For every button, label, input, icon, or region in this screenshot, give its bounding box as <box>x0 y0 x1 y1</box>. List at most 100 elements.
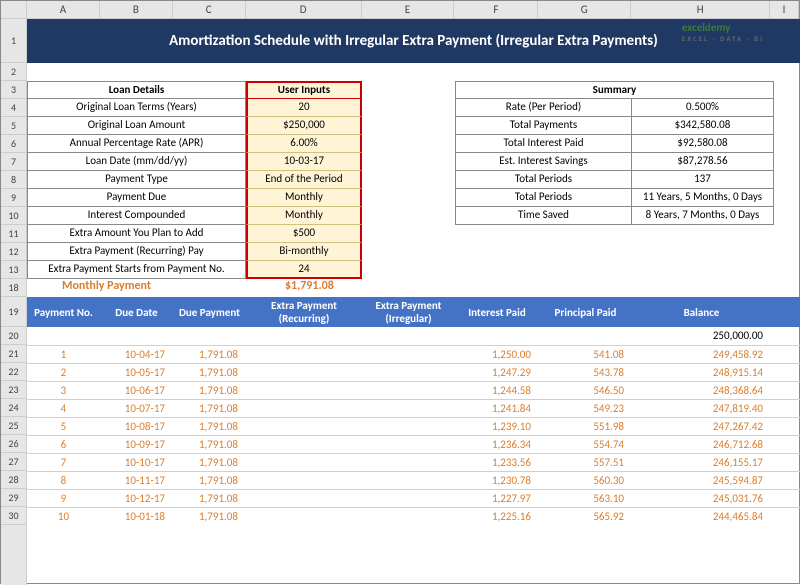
col-header-I[interactable]: I <box>770 1 799 18</box>
table-row: 410-07-171,791.081,241.84549.23247,819.4… <box>27 399 800 417</box>
loan-detail-input[interactable]: Monthly <box>246 189 362 207</box>
summary-value: 11 Years, 5 Months, 0 Days <box>632 189 774 207</box>
row-header-2[interactable]: 2 <box>1 63 26 81</box>
row-header-8[interactable]: 8 <box>1 171 26 189</box>
col-header-C[interactable]: C <box>173 1 246 18</box>
loan-detail-input[interactable]: 10-03-17 <box>246 153 362 171</box>
cell-interest: 1,244.58 <box>455 382 539 399</box>
loan-detail-input[interactable]: 20 <box>246 99 362 117</box>
cell-interest: 1,250.00 <box>455 346 539 363</box>
th-extra-recurring: Extra Payment (Recurring) <box>246 297 362 327</box>
cell-payment-no: 5 <box>27 418 100 435</box>
loan-detail-row: Payment TypeEnd of the Period <box>27 171 362 189</box>
row-header-28[interactable]: 28 <box>1 471 26 489</box>
row-header-27[interactable]: 27 <box>1 453 26 471</box>
row-header-18[interactable]: 18 <box>1 279 26 297</box>
loan-detail-input[interactable]: Bi-monthly <box>246 243 362 261</box>
row-header-26[interactable]: 26 <box>1 435 26 453</box>
cell-payment-no: 3 <box>27 382 100 399</box>
row-header-5[interactable]: 5 <box>1 117 26 135</box>
loan-detail-label: Original Loan Terms (Years) <box>27 99 246 117</box>
row-header-13[interactable]: 13 <box>1 261 26 279</box>
cell-due-date: 10-07-17 <box>100 400 173 417</box>
row-header-11[interactable]: 11 <box>1 225 26 243</box>
col-header-A[interactable]: A <box>27 1 100 18</box>
cell-interest: 1,230.78 <box>455 472 539 489</box>
row-header-1[interactable]: 1 <box>1 19 26 63</box>
summary-header: Summary <box>455 81 774 99</box>
row-header-19[interactable]: 19 <box>1 297 26 327</box>
row-header-21[interactable]: 21 <box>1 345 26 363</box>
row-header-25[interactable]: 25 <box>1 417 26 435</box>
cell-due-date: 10-04-17 <box>100 346 173 363</box>
select-all-corner[interactable] <box>1 1 27 18</box>
row-header-7[interactable]: 7 <box>1 153 26 171</box>
loan-detail-label: Extra Payment Starts from Payment No. <box>27 261 246 279</box>
cell-payment-no: 8 <box>27 472 100 489</box>
loan-detail-input[interactable]: Monthly <box>246 207 362 225</box>
row-header-20[interactable]: 20 <box>1 327 26 345</box>
row-header-10[interactable]: 10 <box>1 207 26 225</box>
loan-detail-input[interactable]: $500 <box>246 225 362 243</box>
row-header-22[interactable]: 22 <box>1 363 26 381</box>
user-inputs-header: User Inputs <box>246 81 362 99</box>
col-header-G[interactable]: G <box>538 1 631 18</box>
cell-due-date: 10-01-18 <box>100 508 173 525</box>
col-header-F[interactable]: F <box>454 1 538 18</box>
row-header-23[interactable]: 23 <box>1 381 26 399</box>
row-header-30[interactable]: 30 <box>1 507 26 525</box>
row-headers: 1234567891011121318192021222324252627282… <box>1 19 27 585</box>
summary-label: Total Payments <box>455 117 632 135</box>
summary-value: 0.500% <box>632 99 774 117</box>
amortization-table-body: 250,000.00110-04-171,791.081,250.00541.0… <box>27 327 800 525</box>
cell-due-date: 10-11-17 <box>100 472 173 489</box>
loan-detail-input[interactable]: End of the Period <box>246 171 362 189</box>
cell-due-payment: 1,791.08 <box>173 364 246 381</box>
cell-interest: 1,247.29 <box>455 364 539 381</box>
row-header-24[interactable]: 24 <box>1 399 26 417</box>
summary-label: Total Periods <box>455 189 632 207</box>
col-header-D[interactable]: D <box>246 1 362 18</box>
spreadsheet: A B C D E F G H I 1234567891011121318192… <box>0 0 800 584</box>
loan-detail-input[interactable]: 6.00% <box>246 135 362 153</box>
cell-extra-recurring <box>246 472 362 489</box>
col-header-H[interactable]: H <box>631 1 770 18</box>
cells-area[interactable]: Amortization Schedule with Irregular Ext… <box>27 19 799 585</box>
row-header-3[interactable]: 3 <box>1 81 26 99</box>
summary-row: Time Saved8 Years, 7 Months, 0 Days <box>455 207 774 225</box>
cell-balance: 249,458.92 <box>632 346 771 363</box>
monthly-payment-value: $1,791.08 <box>285 279 334 293</box>
column-headers: A B C D E F G H I <box>1 1 799 19</box>
col-header-E[interactable]: E <box>362 1 455 18</box>
cell-interest: 1,225.16 <box>455 508 539 525</box>
cell-extra-recurring <box>246 490 362 507</box>
summary-label: Time Saved <box>455 207 632 225</box>
row-header-4[interactable]: 4 <box>1 99 26 117</box>
loan-detail-label: Payment Type <box>27 171 246 189</box>
col-header-B[interactable]: B <box>100 1 173 18</box>
summary-label: Total Interest Paid <box>455 135 632 153</box>
cell-extra-irregular <box>362 382 455 399</box>
summary-table: Summary Rate (Per Period)0.500%Total Pay… <box>455 81 774 225</box>
table-row: 610-09-171,791.081,236.34554.74246,712.6… <box>27 435 800 453</box>
th-interest-paid: Interest Paid <box>455 297 539 327</box>
summary-label: Total Periods <box>455 171 632 189</box>
loan-detail-input[interactable]: $250,000 <box>246 117 362 135</box>
row-header-29[interactable]: 29 <box>1 489 26 507</box>
loan-detail-input[interactable]: 24 <box>246 261 362 279</box>
loan-detail-row: Original Loan Amount$250,000 <box>27 117 362 135</box>
cell-due-date: 10-10-17 <box>100 454 173 471</box>
loan-detail-row: Interest CompoundedMonthly <box>27 207 362 225</box>
table-row: 250,000.00 <box>27 327 800 345</box>
row-header-6[interactable]: 6 <box>1 135 26 153</box>
summary-value: 137 <box>632 171 774 189</box>
loan-detail-label: Extra Payment (Recurring) Pay <box>27 243 246 261</box>
row-header-12[interactable]: 12 <box>1 243 26 261</box>
cell-extra-recurring <box>246 364 362 381</box>
cell-due-payment: 1,791.08 <box>173 346 246 363</box>
cell-extra-irregular <box>362 454 455 471</box>
table-row: 910-12-171,791.081,227.97563.10245,031.7… <box>27 489 800 507</box>
row-header-9[interactable]: 9 <box>1 189 26 207</box>
cell-principal: 546.50 <box>539 382 632 399</box>
cell-extra-irregular <box>362 346 455 363</box>
